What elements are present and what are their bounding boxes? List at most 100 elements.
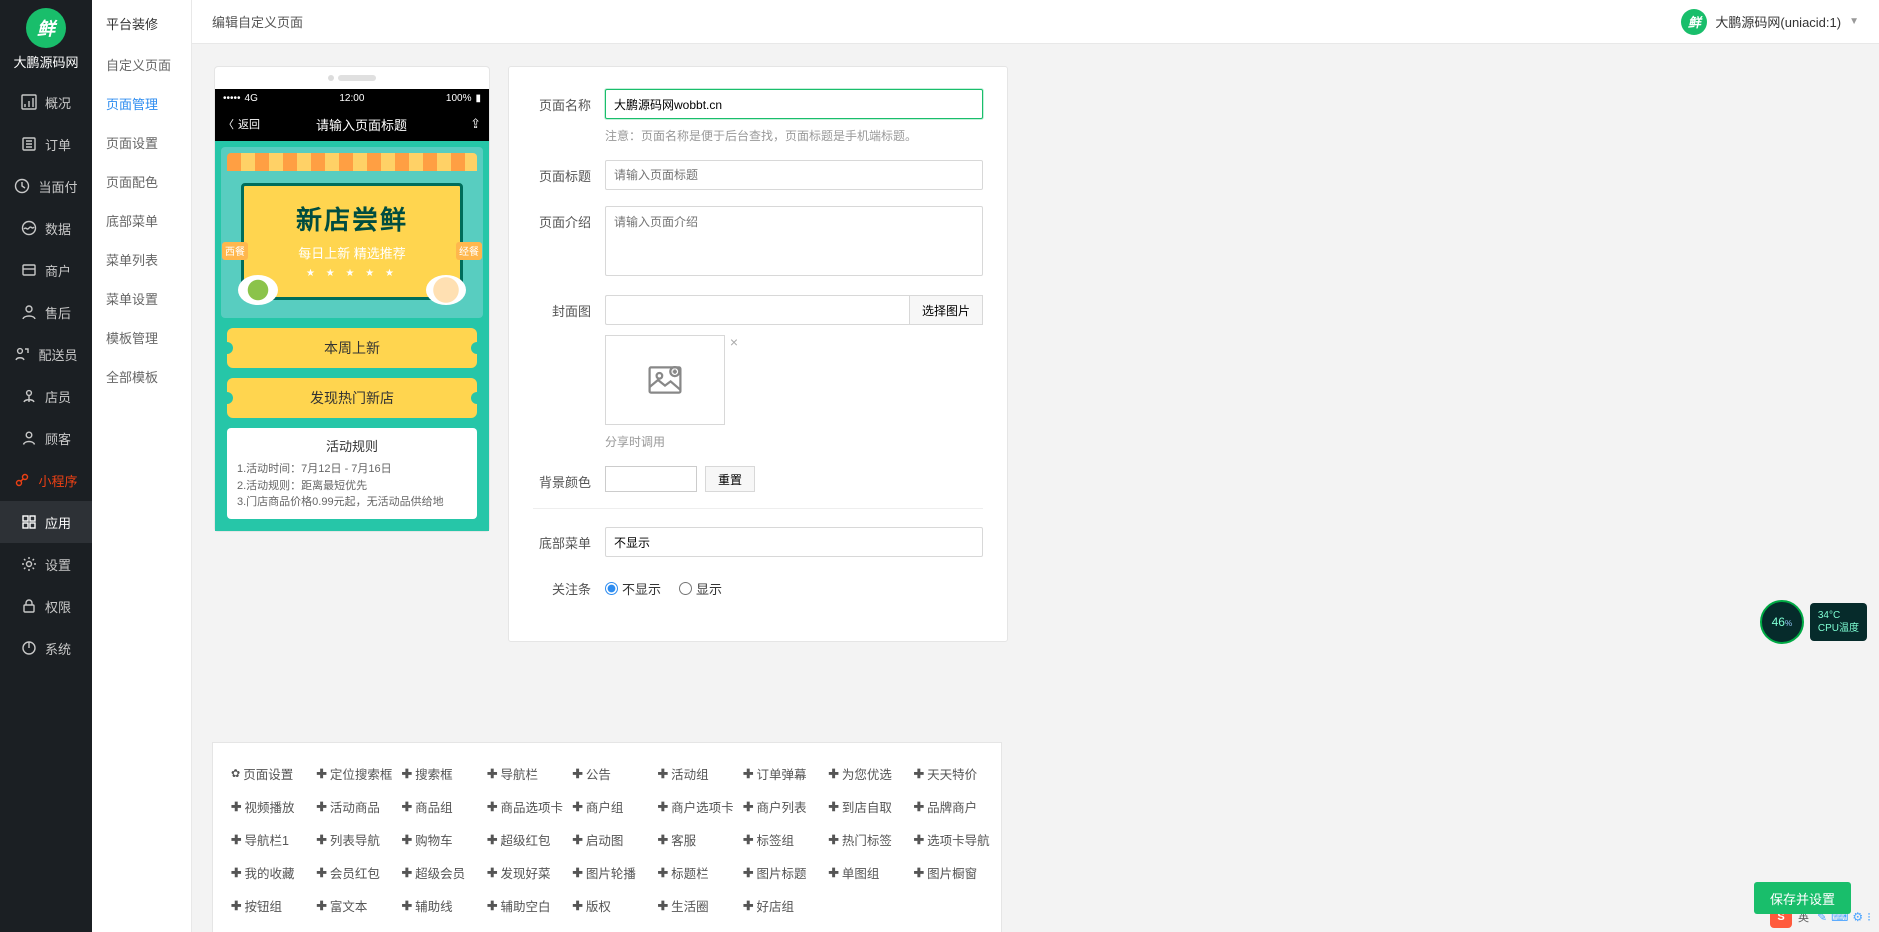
nav-miniapp[interactable]: 小程序	[0, 459, 92, 501]
nav-data[interactable]: 数据	[0, 207, 92, 249]
phone-preview: •••••4G 12:00 100%▮ 〈返回 请输入页面标题 ⇪ 西餐 经餐 …	[214, 66, 490, 532]
subnav-item-6[interactable]: 菜单设置	[92, 279, 191, 318]
palette-item-25[interactable]: ✚热门标签	[824, 823, 909, 856]
preview-pill-1[interactable]: 本周上新	[227, 328, 477, 368]
palette-item-30[interactable]: ✚发现好菜	[483, 856, 568, 889]
subnav-item-7[interactable]: 模板管理	[92, 318, 191, 357]
subnav-item-4[interactable]: 底部菜单	[92, 201, 191, 240]
palette-item-9[interactable]: ✚视频播放	[227, 790, 312, 823]
palette-item-11[interactable]: ✚商品组	[398, 790, 483, 823]
list-icon	[21, 136, 37, 152]
nav-auth[interactable]: 权限	[0, 585, 92, 627]
nav-apps[interactable]: 应用	[0, 501, 92, 543]
palette-item-22[interactable]: ✚启动图	[568, 823, 653, 856]
plus-icon: ✚	[658, 799, 668, 814]
phone-title: 请输入页面标题	[260, 115, 463, 134]
label-follow-bar: 关注条	[533, 573, 605, 603]
preview-rules[interactable]: 活动规则 1.活动时间：7月12日 - 7月16日2.活动规则：距离最短优先3.…	[227, 428, 477, 519]
subnav-item-5[interactable]: 菜单列表	[92, 240, 191, 279]
subnav-item-0[interactable]: 自定义页面	[92, 45, 191, 84]
input-page-intro[interactable]	[605, 206, 983, 276]
palette-item-16[interactable]: ✚到店自取	[824, 790, 909, 823]
subnav-item-2[interactable]: 页面设置	[92, 123, 191, 162]
palette-item-36[interactable]: ✚按钮组	[227, 889, 312, 922]
remove-thumb-icon[interactable]: ×	[730, 334, 738, 350]
palette-item-42[interactable]: ✚好店组	[739, 889, 824, 922]
palette-item-31[interactable]: ✚图片轮播	[568, 856, 653, 889]
palette-item-12[interactable]: ✚商品选项卡	[483, 790, 568, 823]
palette-item-40[interactable]: ✚版权	[568, 889, 653, 922]
nav-after[interactable]: 售后	[0, 291, 92, 333]
palette-item-37[interactable]: ✚富文本	[312, 889, 397, 922]
select-bottom-menu[interactable]	[605, 527, 983, 557]
hint-cover: 分享时调用	[605, 433, 983, 450]
input-cover-path[interactable]	[605, 295, 909, 325]
nav-order[interactable]: 订单	[0, 123, 92, 165]
palette-item-32[interactable]: ✚标题栏	[654, 856, 739, 889]
radio-follow-hide[interactable]: 不显示	[605, 579, 661, 598]
nav-delivery[interactable]: 配送员	[0, 333, 92, 375]
palette-item-4[interactable]: ✚公告	[568, 757, 653, 790]
save-button[interactable]: 保存并设置	[1754, 882, 1851, 914]
plus-icon: ✚	[487, 898, 497, 913]
account-switcher[interactable]: 鲜 大鹏源码网(uniacid:1) ▼	[1681, 9, 1859, 35]
palette-item-2[interactable]: ✚搜索框	[398, 757, 483, 790]
plus-icon: ✚	[316, 799, 326, 814]
btn-pick-image[interactable]: 选择图片	[909, 295, 983, 325]
palette-item-34[interactable]: ✚单图组	[824, 856, 909, 889]
breadcrumb: 编辑自定义页面	[212, 12, 303, 31]
palette-item-28[interactable]: ✚会员红包	[312, 856, 397, 889]
palette-item-5[interactable]: ✚活动组	[654, 757, 739, 790]
palette-item-14[interactable]: ✚商户选项卡	[654, 790, 739, 823]
palette-item-6[interactable]: ✚订单弹幕	[739, 757, 824, 790]
palette-item-10[interactable]: ✚活动商品	[312, 790, 397, 823]
color-swatch[interactable]	[605, 466, 697, 492]
nav-customer[interactable]: 顾客	[0, 417, 92, 459]
nav-pay[interactable]: 当面付	[0, 165, 92, 207]
palette-item-13[interactable]: ✚商户组	[568, 790, 653, 823]
palette-item-39[interactable]: ✚辅助空白	[483, 889, 568, 922]
palette-item-8[interactable]: ✚天天特价	[910, 757, 995, 790]
nav-settings[interactable]: 设置	[0, 543, 92, 585]
nav-merchant[interactable]: 商户	[0, 249, 92, 291]
input-page-name[interactable]	[605, 89, 983, 119]
image-placeholder-icon	[648, 366, 682, 394]
cover-thumb[interactable]: ×	[605, 335, 725, 425]
palette-item-19[interactable]: ✚列表导航	[312, 823, 397, 856]
palette-item-26[interactable]: ✚选项卡导航	[910, 823, 995, 856]
palette-item-27[interactable]: ✚我的收藏	[227, 856, 312, 889]
palette-item-21[interactable]: ✚超级红包	[483, 823, 568, 856]
preview-pill-2[interactable]: 发现热门新店	[227, 378, 477, 418]
dash-icon	[21, 94, 37, 110]
palette-item-23[interactable]: ✚客服	[654, 823, 739, 856]
subnav-item-8[interactable]: 全部模板	[92, 357, 191, 396]
palette-item-0[interactable]: ✿页面设置	[227, 757, 312, 790]
plus-icon: ✚	[914, 865, 924, 880]
palette-item-17[interactable]: ✚品牌商户	[910, 790, 995, 823]
palette-item-41[interactable]: ✚生活圈	[654, 889, 739, 922]
preview-hero[interactable]: 西餐 经餐 新店尝鲜 每日上新 精选推荐 ★ ★ ★ ★ ★	[221, 147, 483, 318]
palette-item-35[interactable]: ✚图片橱窗	[910, 856, 995, 889]
share-icon[interactable]: ⇪	[463, 116, 481, 132]
palette-item-15[interactable]: ✚商户列表	[739, 790, 824, 823]
palette-item-7[interactable]: ✚为您优选	[824, 757, 909, 790]
palette-item-33[interactable]: ✚图片标题	[739, 856, 824, 889]
subnav-item-1[interactable]: 页面管理	[92, 84, 191, 123]
palette-item-29[interactable]: ✚超级会员	[398, 856, 483, 889]
palette-item-18[interactable]: ✚导航栏1	[227, 823, 312, 856]
cpu-gauge[interactable]: 46%	[1760, 600, 1804, 644]
input-page-title[interactable]	[605, 160, 983, 190]
radio-follow-show[interactable]: 显示	[679, 579, 722, 598]
phone-back[interactable]: 〈返回	[223, 116, 260, 132]
palette-item-24[interactable]: ✚标签组	[739, 823, 824, 856]
palette-item-38[interactable]: ✚辅助线	[398, 889, 483, 922]
nav-overview[interactable]: 概况	[0, 81, 92, 123]
nav-system[interactable]: 系统	[0, 627, 92, 669]
palette-item-1[interactable]: ✚定位搜索框	[312, 757, 397, 790]
nav-staff[interactable]: 店员	[0, 375, 92, 417]
subnav-item-3[interactable]: 页面配色	[92, 162, 191, 201]
btn-reset-color[interactable]: 重置	[705, 466, 755, 492]
palette-item-20[interactable]: ✚购物车	[398, 823, 483, 856]
palette-item-3[interactable]: ✚导航栏	[483, 757, 568, 790]
cpu-temp[interactable]: 34°C CPU温度	[1810, 603, 1867, 641]
